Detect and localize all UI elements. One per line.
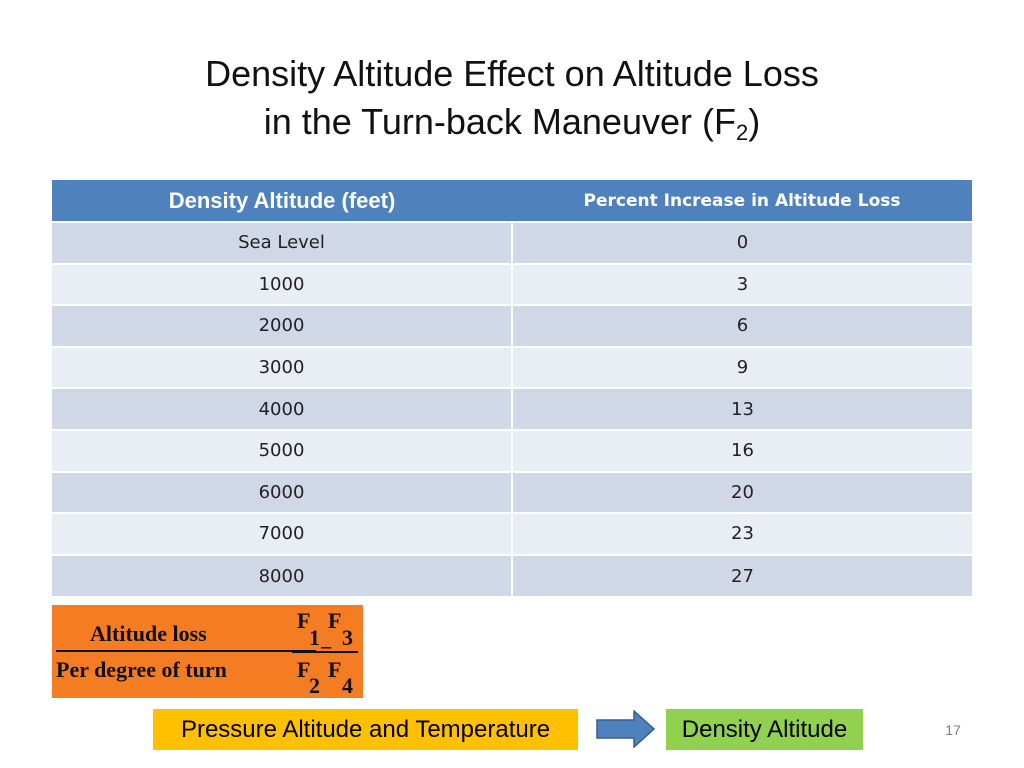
formula-top-f1: F (297, 608, 311, 633)
density-altitude-cell: 8000 (52, 554, 513, 597)
header-density-altitude: Density Altitude (feet) (168, 187, 396, 213)
altitude-loss-formula: Altitude loss Per degree of turn = F 1 F… (52, 605, 363, 698)
density-altitude-label: Density Altitude (681, 715, 848, 743)
table-row: 4000 13 (52, 388, 972, 430)
formula-denominator: Per degree of turn (56, 657, 227, 682)
table-row: 7000 23 (52, 513, 972, 555)
pressure-altitude-temperature-box: Pressure Altitude and Temperature (153, 709, 578, 750)
header-percent-increase: Percent Increase in Altitude Loss (583, 190, 901, 211)
formula-top-f2: F (328, 608, 342, 633)
title-line-1: Density Altitude Effect on Altitude Loss (205, 53, 819, 94)
table-row: Sea Level 0 (52, 222, 972, 264)
formula-right-fraction-bar (292, 651, 358, 653)
right-arrow-icon (596, 710, 656, 748)
page-number: 17 (945, 722, 961, 738)
table-row: 1000 3 (52, 263, 972, 306)
title-subscript: 2 (735, 120, 749, 145)
percent-increase-cell: 23 (731, 523, 754, 545)
formula-bottom-f1: F (297, 657, 311, 682)
title-close-paren: ) (748, 101, 761, 142)
table-header-row: Density Altitude (feet) Percent Increase… (52, 180, 972, 222)
slide-title: Density Altitude Effect on Altitude Loss… (0, 50, 1024, 157)
formula-bottom-sub2: 4 (342, 673, 353, 698)
formula-top-sub1: 1 (309, 625, 320, 650)
density-altitude-cell: 7000 (52, 513, 513, 555)
formula-top-sub2: 3 (342, 625, 353, 650)
density-altitude-cell: 1000 (52, 263, 513, 306)
density-altitude-cell: 6000 (52, 471, 513, 514)
percent-increase-cell: 27 (731, 565, 754, 587)
formula-left-fraction-bar (56, 650, 316, 652)
title-line-2-text: in the Turn-back Maneuver (F (263, 101, 736, 142)
density-altitude-cell: 2000 (52, 305, 513, 347)
percent-increase-cell: 13 (731, 398, 754, 420)
title-line-2: in the Turn-back Maneuver (F2) (0, 98, 1024, 157)
percent-increase-cell: 9 (736, 357, 749, 379)
percent-increase-cell: 20 (731, 481, 754, 503)
percent-increase-cell: 0 (736, 232, 749, 254)
formula-bottom-f2: F (328, 657, 342, 682)
table-row: 6000 20 (52, 471, 972, 514)
formula-numerator: Altitude loss (90, 621, 207, 646)
density-altitude-cell: Sea Level (52, 222, 513, 264)
table-row: 3000 9 (52, 346, 972, 389)
density-altitude-cell: 3000 (52, 346, 513, 389)
table-row: 8000 27 (52, 554, 972, 597)
table-row: 2000 6 (52, 305, 972, 347)
formula-bottom-sub1: 2 (309, 673, 320, 698)
density-altitude-box: Density Altitude (666, 709, 863, 750)
percent-increase-cell: 6 (736, 315, 749, 337)
density-altitude-cell: 5000 (52, 429, 513, 472)
table-row: 5000 16 (52, 429, 972, 472)
pressure-altitude-temperature-label: Pressure Altitude and Temperature (180, 715, 551, 743)
density-altitude-table: Density Altitude (feet) Percent Increase… (52, 180, 972, 597)
percent-increase-cell: 16 (731, 440, 754, 462)
percent-increase-cell: 3 (736, 273, 749, 295)
density-altitude-cell: 4000 (52, 388, 513, 430)
formula-equals-sign: = (320, 637, 333, 662)
